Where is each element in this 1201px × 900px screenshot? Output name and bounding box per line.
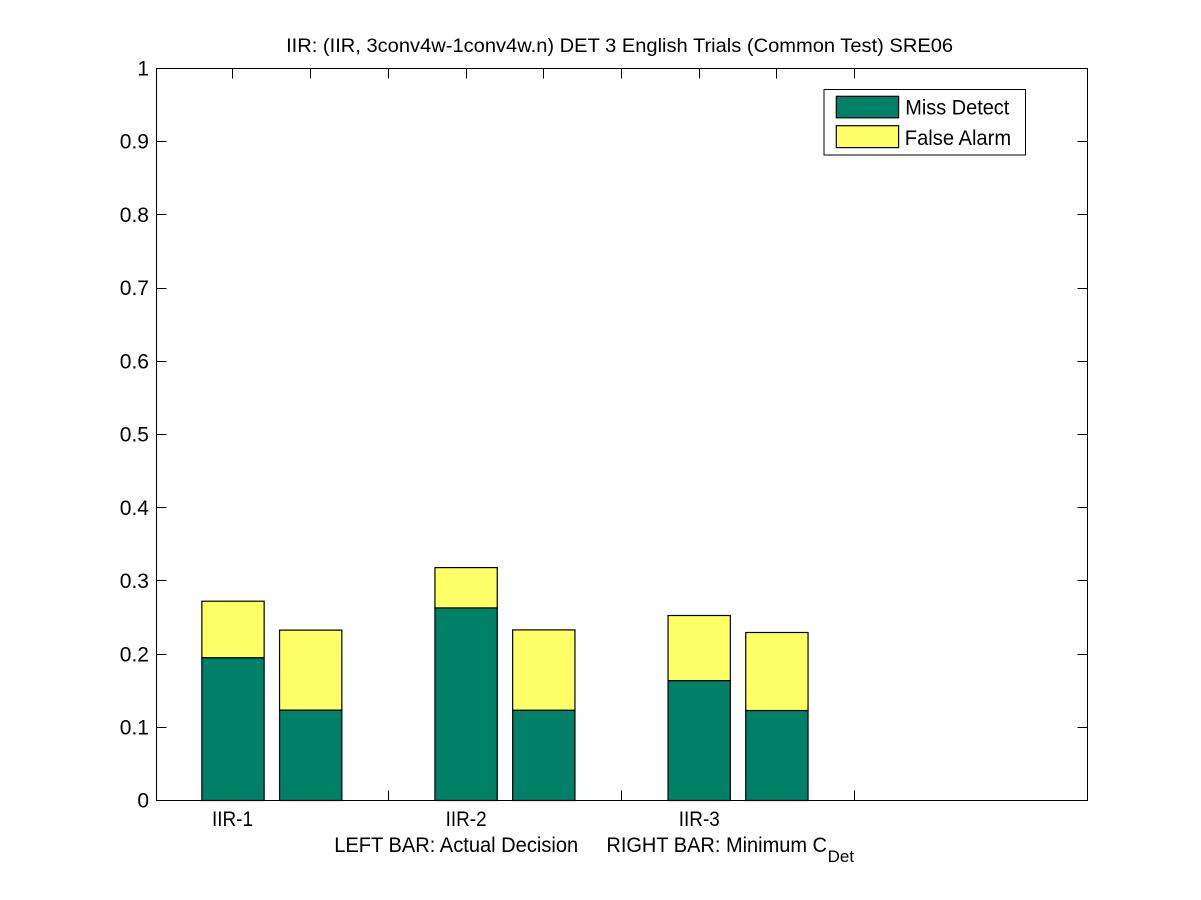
- svg-text:LEFT BAR: Actual Decision: LEFT BAR: Actual Decision: [334, 834, 578, 857]
- svg-text:0.1: 0.1: [120, 717, 149, 740]
- svg-text:0.4: 0.4: [120, 497, 150, 520]
- svg-text:IIR-3: IIR-3: [679, 808, 720, 831]
- svg-text:0.9: 0.9: [120, 131, 149, 154]
- svg-text:False Alarm: False Alarm: [905, 127, 1011, 150]
- svg-text:0.6: 0.6: [120, 350, 149, 373]
- svg-text:0.5: 0.5: [120, 424, 149, 447]
- svg-text:0.8: 0.8: [120, 204, 149, 227]
- svg-text:IIR-2: IIR-2: [446, 808, 487, 831]
- svg-text:0.7: 0.7: [120, 277, 149, 300]
- svg-text:Det: Det: [828, 848, 855, 866]
- svg-text:IIR-1: IIR-1: [212, 808, 253, 831]
- svg-text:0: 0: [137, 790, 149, 813]
- svg-text:Miss Detect: Miss Detect: [905, 97, 1009, 120]
- svg-text:0.2: 0.2: [120, 643, 149, 666]
- svg-text:RIGHT BAR: Minimum C: RIGHT BAR: Minimum C: [606, 834, 827, 857]
- svg-text:1: 1: [137, 58, 149, 81]
- svg-text:IIR: (IIR, 3conv4w-1conv4w.n): IIR: (IIR, 3conv4w-1conv4w.n) DET 3 Engl…: [286, 35, 953, 57]
- svg-text:0.3: 0.3: [120, 570, 149, 593]
